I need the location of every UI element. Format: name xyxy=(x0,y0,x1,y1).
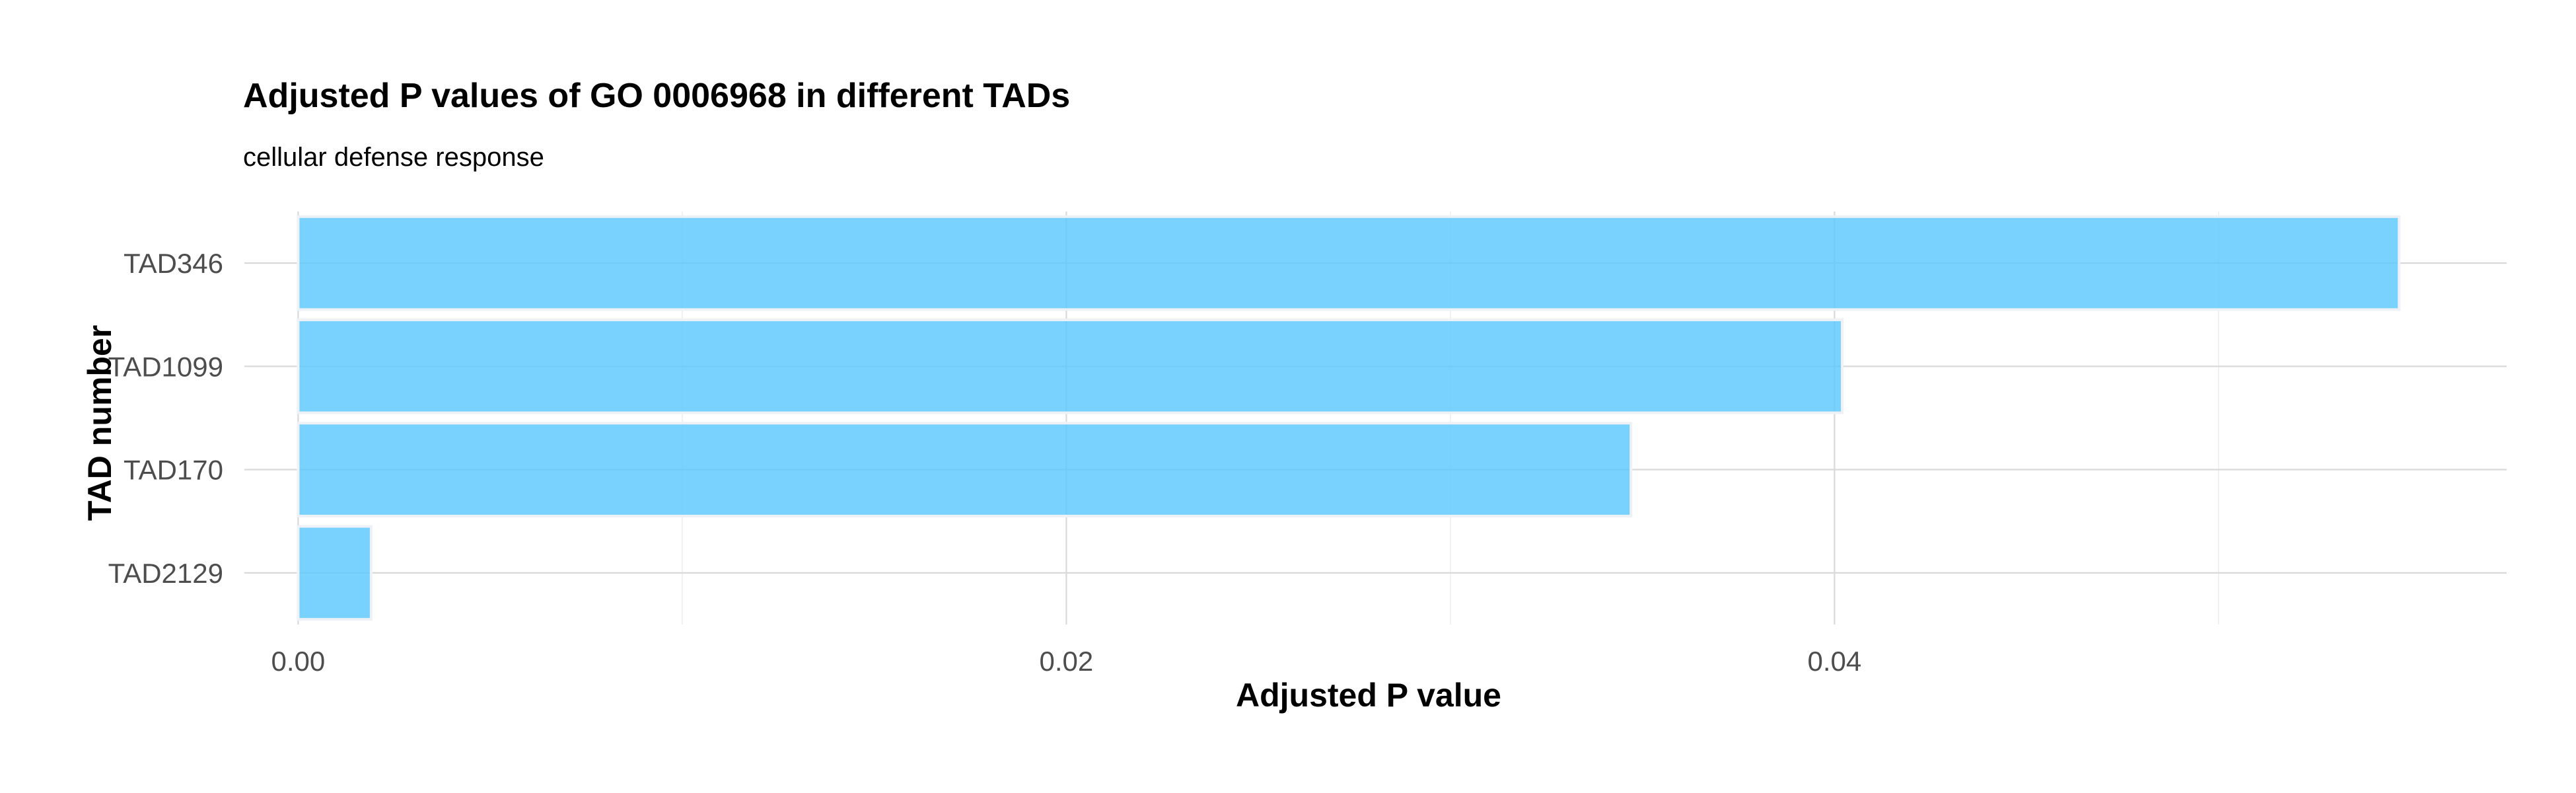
x-tick-label: 0.00 xyxy=(271,646,326,677)
bar-tad346 xyxy=(297,215,2401,311)
x-axis-label: Adjusted P value xyxy=(1236,677,1501,714)
bar-tad170 xyxy=(297,422,1633,517)
x-tick-label: 0.02 xyxy=(1040,646,1094,677)
tick-labels: 0.00 0.02 0.04 TAD346 TAD1099 TAD170 TAD2129 xyxy=(108,248,1862,677)
bar-tad2129 xyxy=(297,525,373,621)
chart-subtitle: cellular defense response xyxy=(243,143,544,172)
y-tick-label: TAD1099 xyxy=(108,351,223,382)
bars xyxy=(297,215,2401,621)
chart-title: Adjusted P values of GO 0006968 in diffe… xyxy=(243,77,1070,115)
x-tick-label: 0.04 xyxy=(1808,646,1862,677)
y-tick-label: TAD346 xyxy=(124,248,223,279)
y-tick-label: TAD170 xyxy=(124,455,223,486)
bar-tad1099 xyxy=(297,319,1844,414)
y-axis-label: TAD number xyxy=(81,325,118,521)
y-tick-label: TAD2129 xyxy=(108,558,223,589)
